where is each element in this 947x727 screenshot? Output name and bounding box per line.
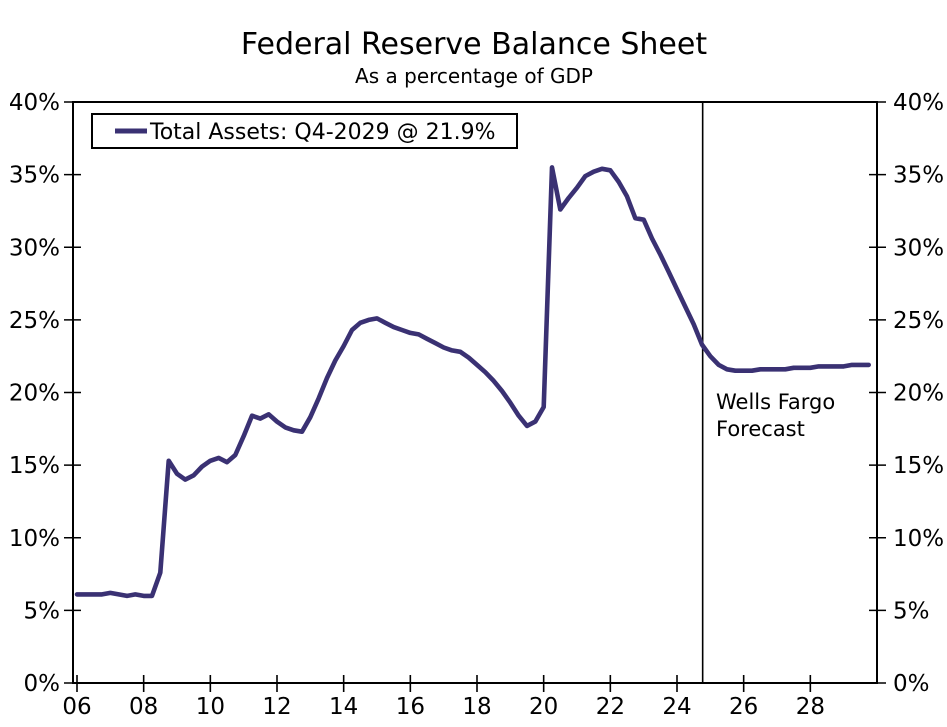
forecast-annotation-line1: Wells Fargo <box>716 390 835 414</box>
x-axis-label: 24 <box>662 694 691 720</box>
forecast-annotation: Wells Fargo Forecast <box>716 390 835 441</box>
x-axis-label: 28 <box>796 694 825 720</box>
y-axis-label-right: 15% <box>893 453 944 479</box>
y-axis-label-left: 30% <box>9 235 60 261</box>
total-assets-line <box>74 165 872 599</box>
x-axis-label: 20 <box>529 694 558 720</box>
legend-box <box>91 113 518 149</box>
y-axis-label-left: 0% <box>24 671 61 697</box>
x-axis-label: 14 <box>329 694 358 720</box>
y-axis-right: 0% 5% 10% 15% 20% 25% 30% 35% 40% <box>869 90 944 697</box>
y-axis-label-left: 20% <box>9 381 60 407</box>
y-axis-label-right: 0% <box>893 671 930 697</box>
x-axis-label: 10 <box>196 694 225 720</box>
y-axis-label-left: 40% <box>9 90 60 116</box>
y-axis-label-left: 5% <box>24 598 61 624</box>
forecast-annotation-line2: Forecast <box>716 417 805 441</box>
legend: Total Assets: Q4-2029 @ 21.9% <box>91 113 518 149</box>
total-assets-series <box>74 165 872 599</box>
y-axis-label-right: 30% <box>893 235 944 261</box>
x-axis-label: 06 <box>62 694 91 720</box>
y-axis-label-right: 40% <box>893 90 944 116</box>
y-axis-label-left: 35% <box>9 163 60 189</box>
y-axis-label-right: 5% <box>893 598 930 624</box>
x-axis-label: 18 <box>462 694 491 720</box>
x-axis-label: 08 <box>129 694 158 720</box>
y-axis-left: 0% 5% 10% 15% 20% 25% 30% 35% 40% <box>9 90 81 697</box>
y-axis-label-left: 15% <box>9 453 60 479</box>
x-axis-label: 16 <box>396 694 425 720</box>
y-axis-label-left: 10% <box>9 526 60 552</box>
x-axis-label: 22 <box>596 694 625 720</box>
legend-label: Total Assets: Q4-2029 @ 21.9% <box>149 120 496 145</box>
x-axis: 06 08 10 12 14 16 18 20 22 24 26 28 <box>62 675 825 720</box>
chart-subtitle: As a percentage of GDP <box>355 64 593 88</box>
y-axis-label-right: 10% <box>893 526 944 552</box>
y-axis-label-right: 20% <box>893 381 944 407</box>
chart-title: Federal Reserve Balance Sheet <box>241 27 707 62</box>
x-axis-label: 12 <box>262 694 291 720</box>
y-axis-label-left: 25% <box>9 308 60 334</box>
y-axis-label-right: 35% <box>893 163 944 189</box>
y-axis-label-right: 25% <box>893 308 944 334</box>
x-axis-label: 26 <box>729 694 758 720</box>
